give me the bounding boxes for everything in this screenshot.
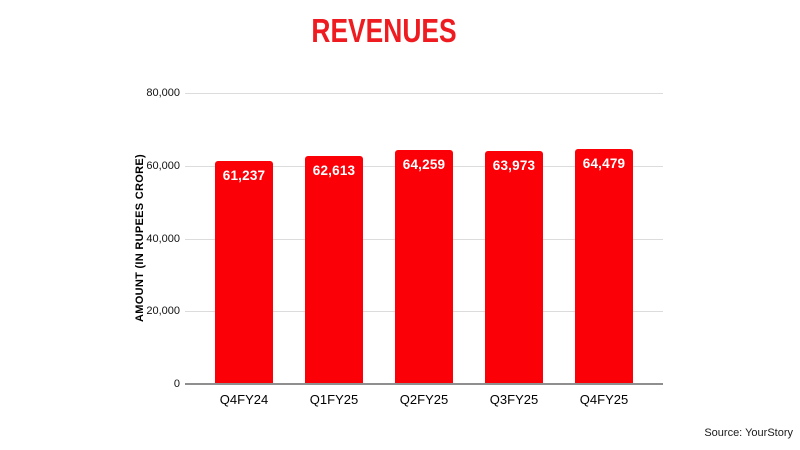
bar-Q4FY25: 64,479 bbox=[575, 149, 633, 384]
chart-title: REVENUES bbox=[311, 12, 457, 49]
bar-Q2FY25: 64,259 bbox=[395, 150, 453, 384]
x-tick-label: Q1FY25 bbox=[309, 392, 359, 407]
y-tick-label: 80,000 bbox=[146, 87, 180, 99]
bar-Q4FY24: 61,237 bbox=[215, 161, 273, 384]
bar-value-label: 64,259 bbox=[402, 157, 446, 173]
plot-area: 61,237 62,613 64,259 63,973 64,479 bbox=[185, 93, 663, 384]
y-tick-label: 40,000 bbox=[146, 232, 180, 245]
bar-Q3FY25: 63,973 bbox=[485, 151, 543, 384]
bar-value-label: 62,613 bbox=[312, 163, 356, 179]
x-tick-label: Q2FY25 bbox=[399, 392, 449, 407]
gridline bbox=[185, 93, 663, 94]
x-tick-label: Q4FY25 bbox=[579, 392, 629, 407]
bar-Q1FY25: 62,613 bbox=[305, 156, 363, 384]
source-credit: Source: YourStory bbox=[704, 427, 793, 439]
x-axis-line bbox=[185, 383, 663, 385]
y-tick-label: 0 bbox=[173, 378, 180, 390]
bar-value-label: 64,479 bbox=[582, 156, 626, 172]
x-tick-label: Q4FY24 bbox=[219, 392, 269, 407]
bar-value-label: 63,973 bbox=[492, 158, 536, 174]
x-tick-label: Q3FY25 bbox=[489, 392, 539, 407]
y-tick-label: 60,000 bbox=[146, 159, 180, 172]
y-tick-label: 20,000 bbox=[146, 305, 180, 318]
bar-value-label: 61,237 bbox=[222, 168, 266, 184]
